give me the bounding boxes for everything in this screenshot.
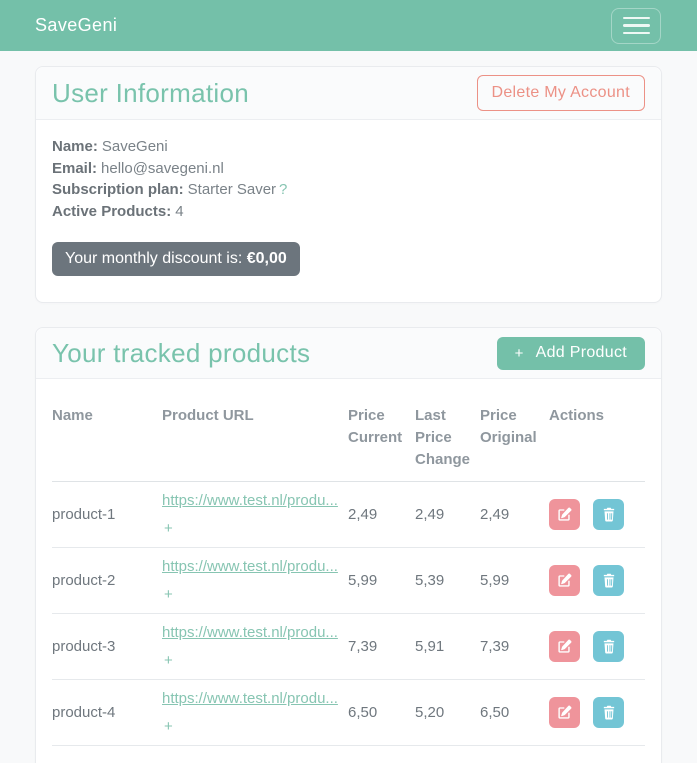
edit-product-button[interactable] [549,499,580,530]
delete-product-button[interactable] [593,697,625,728]
navbar: SaveGeni [0,0,697,51]
delete-product-button[interactable] [593,499,625,530]
header-product-url: Product URL [162,395,348,482]
delete-product-button[interactable] [593,565,625,596]
monthly-discount-value: €0,00 [246,250,287,267]
table-row: product-1 https://www.test.nl/produ... +… [52,481,645,548]
last-price-change-cell: 2,49 [415,481,480,548]
actions-cell [549,679,645,746]
plus-icon: + [514,344,524,362]
last-price-change-cell: 5,91 [415,613,480,680]
price-current-cell: 5,99 [348,547,415,614]
trash-icon [602,573,616,588]
edit-product-button[interactable] [549,697,580,728]
header-name: Name [52,395,162,482]
price-current-cell: 2,49 [348,481,415,548]
last-price-change-cell: 5,20 [415,679,480,746]
active-products-label: Active Products: [52,202,172,220]
trash-icon [602,507,616,522]
table-header-row: Name Product URL Price Current Last Pric… [52,395,645,482]
add-product-button[interactable]: + Add Product [496,336,645,370]
trash-icon [602,639,616,654]
price-current-cell: 6,50 [348,679,415,746]
user-information-card-header: User Information Delete My Account [36,67,661,120]
price-original-cell: 2,49 [480,481,549,548]
active-products-field: Active Products: 4 [52,201,645,223]
user-email-label: Email: [52,159,98,177]
table-row: product-2 https://www.test.nl/produ... +… [52,547,645,614]
user-email-field: Email: hello@savegeni.nl [52,158,645,180]
delete-account-button[interactable]: Delete My Account [476,75,645,111]
header-price-original: Price Original [480,395,549,482]
actions-cell [549,613,645,680]
price-current-cell: 7,39 [348,613,415,680]
product-url-cell: https://www.test.nl/produ... + [162,613,348,680]
product-name-cell: product-1 [52,481,162,548]
user-name-label: Name: [52,138,98,155]
product-url-link[interactable]: https://www.test.nl/produ... [162,624,338,641]
subscription-plan-label: Subscription plan: [52,181,184,198]
tracked-products-title: Your tracked products [52,337,311,368]
actions-cell [549,547,645,614]
delete-product-button[interactable] [593,631,625,662]
header-last-price-change: Last Price Change [415,395,480,482]
subscription-plan-field: Subscription plan: Starter Saver? [52,179,645,201]
product-name-cell: product-2 [52,547,162,614]
table-row: product-3 https://www.test.nl/produ... +… [52,613,645,680]
user-name-value: SaveGeni [101,138,168,155]
user-name-field: Name: SaveGeni [52,136,645,158]
expand-url-toggle[interactable]: + [164,586,173,603]
product-url-link[interactable]: https://www.test.nl/produ... [162,690,338,707]
expand-url-toggle[interactable]: + [164,718,173,735]
hamburger-icon [622,31,650,35]
user-email-value: hello@savegeni.nl [101,159,224,177]
hamburger-icon [622,16,650,20]
add-product-label: Add Product [535,344,627,361]
active-products-value: 4 [175,202,184,220]
user-information-title: User Information [52,77,249,108]
product-url-cell: https://www.test.nl/produ... + [162,547,348,614]
expand-url-toggle[interactable]: + [164,520,173,537]
trash-icon [602,705,616,720]
product-name-cell: product-4 [52,679,162,746]
user-information-body: Name: SaveGeni Email: hello@savegeni.nl Su… [36,120,661,302]
price-original-cell: 5,99 [480,547,549,614]
product-url-link[interactable]: https://www.test.nl/produ... [162,492,338,509]
pencil-square-icon [557,639,572,654]
page-content: User Information Delete My Account Name:… [0,51,697,763]
monthly-discount-label: Your monthly discount is: [65,250,243,267]
menu-toggle-button[interactable] [611,7,661,44]
tracked-products-body: Name Product URL Price Current Last Pric… [36,379,661,763]
subscription-help-icon[interactable]: ? [279,181,288,198]
user-information-card: User Information Delete My Account Name:… [35,66,662,303]
hamburger-icon [622,24,650,27]
pencil-square-icon [557,705,572,720]
brand-logo[interactable]: SaveGeni [35,15,118,35]
product-name-cell: product-3 [52,613,162,680]
monthly-discount-badge: Your monthly discount is: €0,00 [52,242,300,276]
expand-url-toggle[interactable]: + [164,652,173,669]
product-url-cell: https://www.test.nl/produ... + [162,679,348,746]
pencil-square-icon [557,573,572,588]
tracked-products-card-header: Your tracked products + Add Product [36,328,661,379]
header-price-current: Price Current [348,395,415,482]
table-row: product-4 https://www.test.nl/produ... +… [52,679,645,746]
actions-cell [549,481,645,548]
edit-product-button[interactable] [549,565,580,596]
pencil-square-icon [557,507,572,522]
tracked-products-card: Your tracked products + Add Product Name… [35,327,662,763]
edit-product-button[interactable] [549,631,580,662]
products-table: Name Product URL Price Current Last Pric… [52,395,645,746]
subscription-plan-value: Starter Saver [187,181,277,198]
product-url-link[interactable]: https://www.test.nl/produ... [162,558,338,575]
product-url-cell: https://www.test.nl/produ... + [162,481,348,548]
price-original-cell: 7,39 [480,613,549,680]
price-original-cell: 6,50 [480,679,549,746]
header-actions: Actions [549,395,645,482]
last-price-change-cell: 5,39 [415,547,480,614]
